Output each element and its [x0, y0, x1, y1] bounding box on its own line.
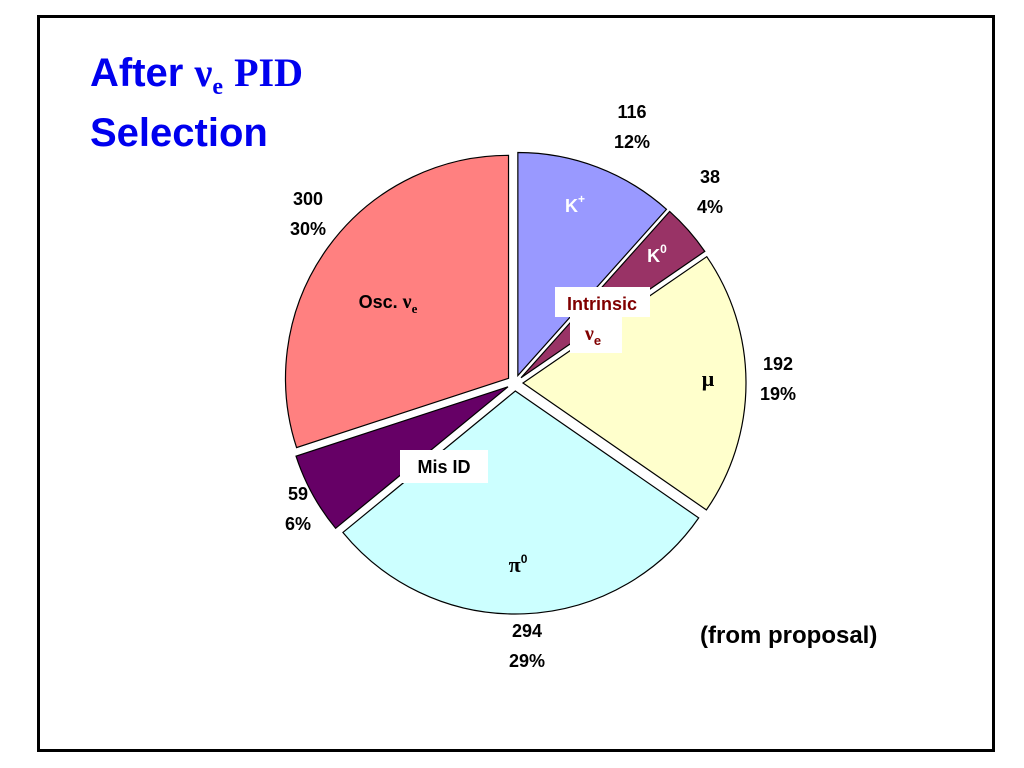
title-prefix: After	[90, 51, 184, 95]
slice-percent-label: 6%	[285, 514, 311, 534]
pie-slice-k-	[517, 151, 668, 378]
slice-value-label: 300	[293, 189, 323, 209]
title-nu: ν	[194, 50, 213, 95]
source-note: (from proposal)	[700, 622, 878, 649]
misid-label-box	[400, 450, 488, 483]
slide-frame	[37, 15, 995, 752]
slice-inner-label: K0	[647, 242, 667, 266]
slice-percent-label: 30%	[290, 219, 326, 239]
slice-value-label: 116	[617, 102, 646, 122]
intrinsic-label: Intrinsic	[567, 294, 637, 314]
intrinsic-label-box-bottom	[570, 317, 622, 353]
slice-percent-label: 19%	[760, 384, 796, 404]
title-pid: PID	[234, 50, 304, 95]
pie-slice--	[521, 255, 747, 511]
slice-percent-label: 12%	[614, 132, 650, 152]
title-line-1: After νe PID	[90, 50, 303, 110]
slice-value-label: 38	[700, 167, 720, 187]
intrinsic-label-box-top	[555, 287, 650, 317]
title-subscript: e	[212, 74, 223, 100]
title-line-2: Selection	[90, 111, 268, 155]
slice-inner-label: π0	[509, 552, 528, 577]
slice-inner-label: Osc. νe	[359, 291, 418, 316]
pie-slice--0	[342, 390, 700, 615]
slice-percent-label: 29%	[509, 651, 545, 671]
intrinsic-nu-label: νe	[584, 323, 601, 348]
misid-label: Mis ID	[417, 457, 470, 477]
slice-value-label: 192	[763, 354, 793, 374]
slice-inner-label: K+	[565, 192, 585, 216]
slice-value-label: 59	[288, 484, 308, 504]
pie-slice-osc-e	[284, 154, 510, 449]
slice-inner-label: μ	[702, 366, 715, 391]
slice-value-label: 294	[512, 621, 542, 641]
slice-percent-label: 4%	[697, 197, 723, 217]
slide-title: After νe PID Selection	[90, 50, 303, 156]
